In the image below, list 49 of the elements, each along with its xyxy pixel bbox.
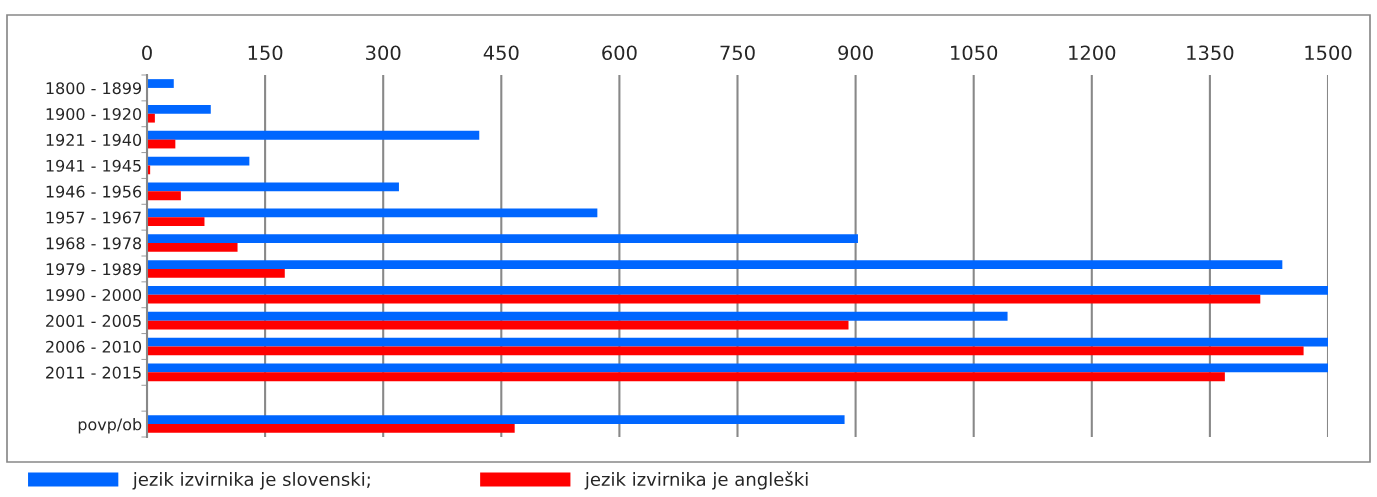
legend-label: jezik izvirnika je angleški [584,471,808,490]
x-tick-label: 1500 [1305,45,1352,61]
bar [147,191,181,201]
bar [147,363,1328,373]
y-tick-label: 1900 - 1920 [46,108,142,121]
bar [147,337,1328,347]
bar [147,311,1008,321]
x-tick-label: 1050 [951,45,998,61]
bar [147,285,1328,295]
x-tick-label: 1350 [1187,45,1234,61]
bar [147,130,480,140]
y-tick-label: 1957 - 1967 [46,211,141,224]
y-tick-label: 2006 - 2010 [46,340,142,353]
bar [147,217,205,227]
x-tick-label: 0 [142,45,152,61]
legend-label: jezik izvirnika je slovenski; [132,472,370,490]
y-tick-label: povp/ob [78,418,142,434]
y-tick-label: 1800 - 1899 [46,82,142,95]
y-tick-label: 1990 - 2000 [46,289,142,302]
bar [147,415,845,425]
x-tick-label: 900 [838,45,873,61]
bar [147,208,598,218]
x-tick-label: 1200 [1069,45,1116,61]
bar [147,113,155,123]
x-tick-label: 750 [720,45,755,61]
bar [147,260,1283,269]
bar [147,372,1225,382]
y-tick-label: 1946 - 1956 [46,185,142,198]
x-tick-label: 300 [366,45,401,61]
x-tick-label: 150 [248,45,283,61]
bar [147,346,1304,356]
bar [147,243,238,252]
y-tick-label: 2011 - 2015 [46,366,141,379]
bar [147,320,849,330]
x-tick-label: 450 [483,45,519,61]
bar [147,104,211,114]
bar [147,234,858,244]
y-tick-label: 2001 - 2005 [46,314,141,327]
y-tick-label: 1941 - 1945 [46,159,141,172]
bar [147,294,1261,304]
bar [147,424,515,433]
y-tick-label: 1921 - 1940 [46,133,142,146]
bar [147,156,250,166]
bar [147,268,285,278]
bar [147,79,174,88]
y-tick-label: 1979 - 1989 [46,263,142,276]
bar [147,182,399,192]
x-tick-label: 600 [602,45,637,61]
y-tick-label: 1968 - 1978 [46,237,142,250]
